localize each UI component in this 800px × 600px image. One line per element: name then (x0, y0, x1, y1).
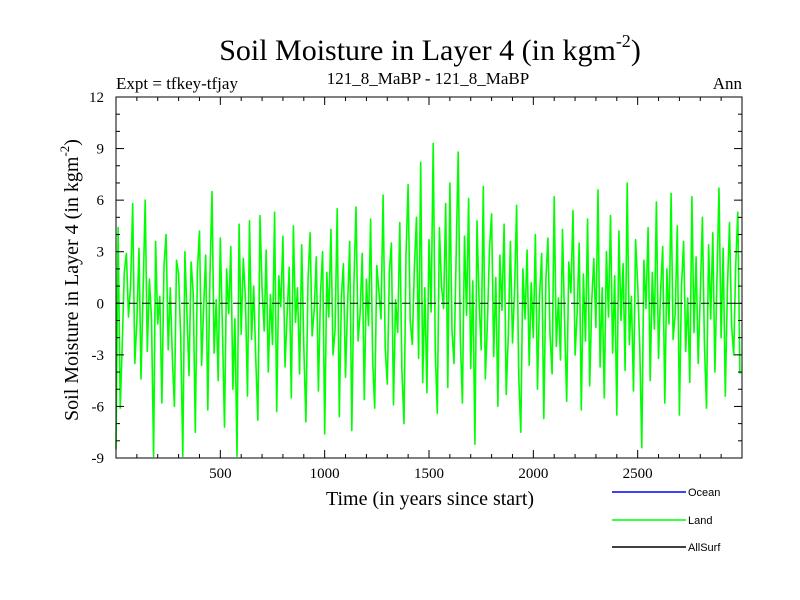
y-tick-label: -9 (92, 451, 105, 467)
legend-label-allsurf: AllSurf (688, 542, 721, 554)
season-label: Ann (713, 74, 743, 93)
axes: -9 -6 -3 0 3 6 9 12 500 1000 1500 2000 2500 (89, 90, 743, 482)
y-tick-label: 9 (97, 142, 105, 158)
chart-title-sup: -2 (616, 31, 631, 51)
y-axis-label-main: Soil Moisture in Layer 4 (in kgm (61, 156, 83, 421)
x-tick-label: 500 (209, 466, 232, 482)
expt-label: Expt = tfkey-tfjay (116, 74, 238, 93)
y-tick-label: 6 (97, 193, 105, 209)
y-tick-label: 3 (97, 245, 105, 261)
y-tick-label: -6 (92, 399, 105, 415)
legend-label-ocean: Ocean (688, 487, 720, 499)
y-tick-label: 0 (97, 296, 105, 312)
y-axis-label-close: ) (61, 139, 83, 146)
x-tick-label: 1000 (310, 466, 340, 482)
x-tick-label: 1500 (414, 466, 444, 482)
legend: Ocean Land AllSurf (612, 487, 721, 554)
series-line-land (115, 142, 741, 458)
x-axis-label: Time (in years since start) (326, 488, 534, 510)
chart-title-main: Soil Moisture in Layer 4 (in kgm (219, 34, 616, 67)
legend-label-land: Land (688, 515, 712, 527)
chart-title: Soil Moisture in Layer 4 (in kgm-2) (219, 31, 641, 67)
y-axis-label-sup: -2 (57, 146, 72, 157)
x-tick-label: 2500 (623, 466, 653, 482)
y-axis-label: Soil Moisture in Layer 4 (in kgm-2) (57, 139, 83, 421)
run-label: 121_8_MaBP - 121_8_MaBP (327, 69, 529, 88)
plot-area (115, 142, 742, 458)
y-tick-label: -3 (92, 348, 105, 364)
y-tick-label: 12 (89, 90, 104, 106)
chart-title-close: ) (631, 34, 641, 67)
x-tick-label: 2000 (518, 466, 548, 482)
